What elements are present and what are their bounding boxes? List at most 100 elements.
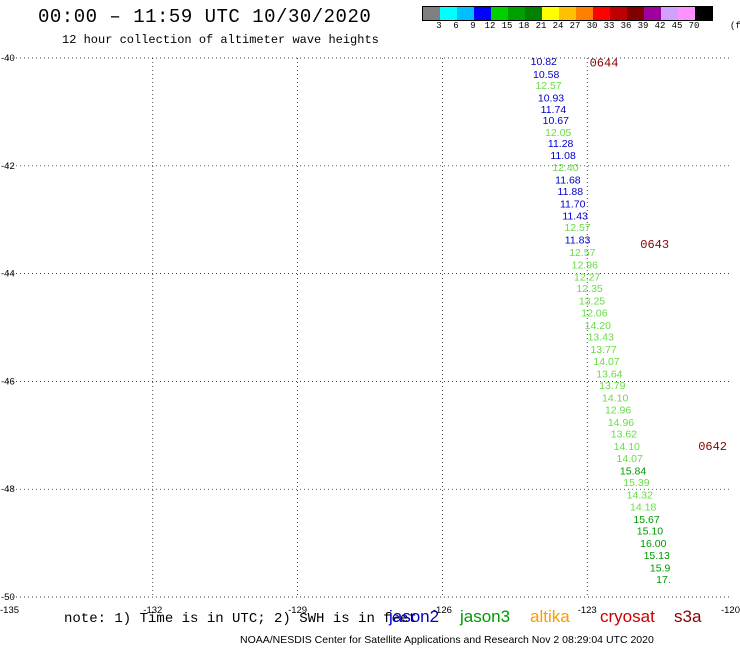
legend-cryosat: cryosat xyxy=(600,607,655,626)
footer-credit: NOAA/NESDIS Center for Satellite Applica… xyxy=(240,634,654,646)
wave-height-value: 13.79 xyxy=(599,380,625,392)
wave-height-value: 13.25 xyxy=(579,296,605,308)
wave-height-value: 15.67 xyxy=(633,514,659,526)
wave-height-value: 14.10 xyxy=(602,393,628,405)
wave-height-value: 12.40 xyxy=(552,162,578,174)
wave-height-value: 12.57 xyxy=(564,222,590,234)
legend-jason3: jason3 xyxy=(460,607,511,626)
colorbar-label: 33 xyxy=(603,21,615,31)
lat-tick-label: -42 xyxy=(1,161,15,172)
colorbar-swatch xyxy=(610,7,627,20)
wave-height-value: 12.06 xyxy=(581,307,607,319)
lat-tick-label: -46 xyxy=(1,376,15,387)
lon-tick-label: -120 xyxy=(721,605,740,616)
colorbar-swatch xyxy=(593,7,610,20)
wave-height-value: 14.18 xyxy=(630,501,656,513)
colorbar-label: 45 xyxy=(671,21,683,31)
lon-tick-label: -129 xyxy=(288,605,307,616)
colorbar-unit: (ft) xyxy=(730,21,740,31)
orbit-label: 0642 xyxy=(698,440,727,454)
wave-height-value: 11.70 xyxy=(560,199,586,211)
colorbar-swatch xyxy=(695,7,712,20)
colorbar-label: 9 xyxy=(470,21,476,31)
lat-tick-label: -44 xyxy=(1,269,15,280)
wave-height-value: 11.88 xyxy=(558,186,584,198)
wave-height-value: 15.39 xyxy=(623,477,649,489)
colorbar-swatch xyxy=(491,7,508,20)
colorbar-swatch xyxy=(474,7,491,20)
lat-tick-label: -40 xyxy=(1,53,15,64)
colorbar-swatch xyxy=(678,7,695,20)
colorbar-swatch xyxy=(423,7,440,20)
wave-height-value: 13.64 xyxy=(596,368,622,380)
colorbar-label: 24 xyxy=(552,21,564,31)
wave-height-value: 16.00 xyxy=(640,538,666,550)
colorbar-label: 42 xyxy=(654,21,666,31)
colorbar-label: 15 xyxy=(501,21,513,31)
colorbar-swatch xyxy=(661,7,678,20)
wave-height-value: 11.28 xyxy=(548,138,574,150)
wave-height-value: 11.43 xyxy=(562,210,588,222)
colorbar-swatch xyxy=(525,7,542,20)
lon-tick-label: -126 xyxy=(433,605,452,616)
wave-height-value: 14.96 xyxy=(608,417,634,429)
wave-height-value: 14.32 xyxy=(627,490,653,502)
wave-height-value: 17. xyxy=(656,574,671,586)
wave-height-value: 11.08 xyxy=(550,150,576,162)
colorbar-label: 12 xyxy=(484,21,496,31)
wave-height-value: 14.20 xyxy=(585,320,611,332)
colorbar-swatch xyxy=(542,7,559,20)
wave-height-value: 11.68 xyxy=(555,174,581,186)
wave-height-value: 12.96 xyxy=(572,259,598,271)
wave-height-value: 12.05 xyxy=(545,127,571,139)
legend-altika: altika xyxy=(530,607,570,626)
colorbar-label: 3 xyxy=(436,21,442,31)
colorbar-swatch xyxy=(627,7,644,20)
legend-s3a: s3a xyxy=(674,607,702,626)
colorbar-label: 70 xyxy=(688,21,700,31)
note-text: note: 1) Time is in UTC; 2) SWH is in fe… xyxy=(64,611,417,627)
wave-height-value: 11.74 xyxy=(541,104,567,116)
lat-tick-label: -50 xyxy=(1,592,15,603)
colorbar-label: 30 xyxy=(586,21,598,31)
wave-height-value: 13.77 xyxy=(590,344,616,356)
wave-height-value: 10.58 xyxy=(533,69,559,81)
wave-height-value: 10.93 xyxy=(538,92,564,104)
map-title: 00:00 – 11:59 UTC 10/30/2020 xyxy=(38,6,372,28)
wave-height-value: 13.62 xyxy=(611,429,637,441)
wave-height-value: 14.07 xyxy=(593,356,619,368)
map-subtitle: 12 hour collection of altimeter wave hei… xyxy=(62,33,379,47)
wave-height-value: 11.83 xyxy=(565,235,591,247)
wave-height-value: 15.84 xyxy=(620,465,646,477)
wave-height-value: 12.57 xyxy=(535,80,561,92)
wave-height-value: 12.96 xyxy=(605,404,631,416)
colorbar-label: 6 xyxy=(453,21,459,31)
colorbar-swatch xyxy=(457,7,474,20)
colorbar-swatch xyxy=(576,7,593,20)
colorbar-swatch xyxy=(644,7,661,20)
wave-height-value: 12.27 xyxy=(574,271,600,283)
lat-tick-label: -48 xyxy=(1,484,15,495)
colorbar-swatch xyxy=(508,7,525,20)
lon-tick-label: -132 xyxy=(143,605,162,616)
colorbar-label: 27 xyxy=(569,21,581,31)
wave-height-value: 10.67 xyxy=(543,115,569,127)
wave-height-value: 14.07 xyxy=(617,453,643,465)
wave-height-value: 12.57 xyxy=(569,247,595,259)
colorbar-label: 18 xyxy=(518,21,530,31)
lon-tick-label: -135 xyxy=(0,605,19,616)
wave-height-value: 13.43 xyxy=(588,332,614,344)
wave-height-value: 15.10 xyxy=(637,526,663,538)
wave-height-value: 15.9 xyxy=(650,562,671,574)
colorbar-label: 39 xyxy=(637,21,649,31)
wave-height-value: 14.10 xyxy=(614,441,640,453)
lon-tick-label: -123 xyxy=(578,605,597,616)
legend-jason2: jason2 xyxy=(389,607,440,626)
colorbar-scale xyxy=(422,6,713,21)
orbit-label: 0643 xyxy=(640,238,669,252)
orbit-label: 0644 xyxy=(590,56,619,70)
wave-height-value: 15.13 xyxy=(644,550,670,562)
colorbar-label: 36 xyxy=(620,21,632,31)
wave-height-value: 10.82 xyxy=(531,56,557,68)
